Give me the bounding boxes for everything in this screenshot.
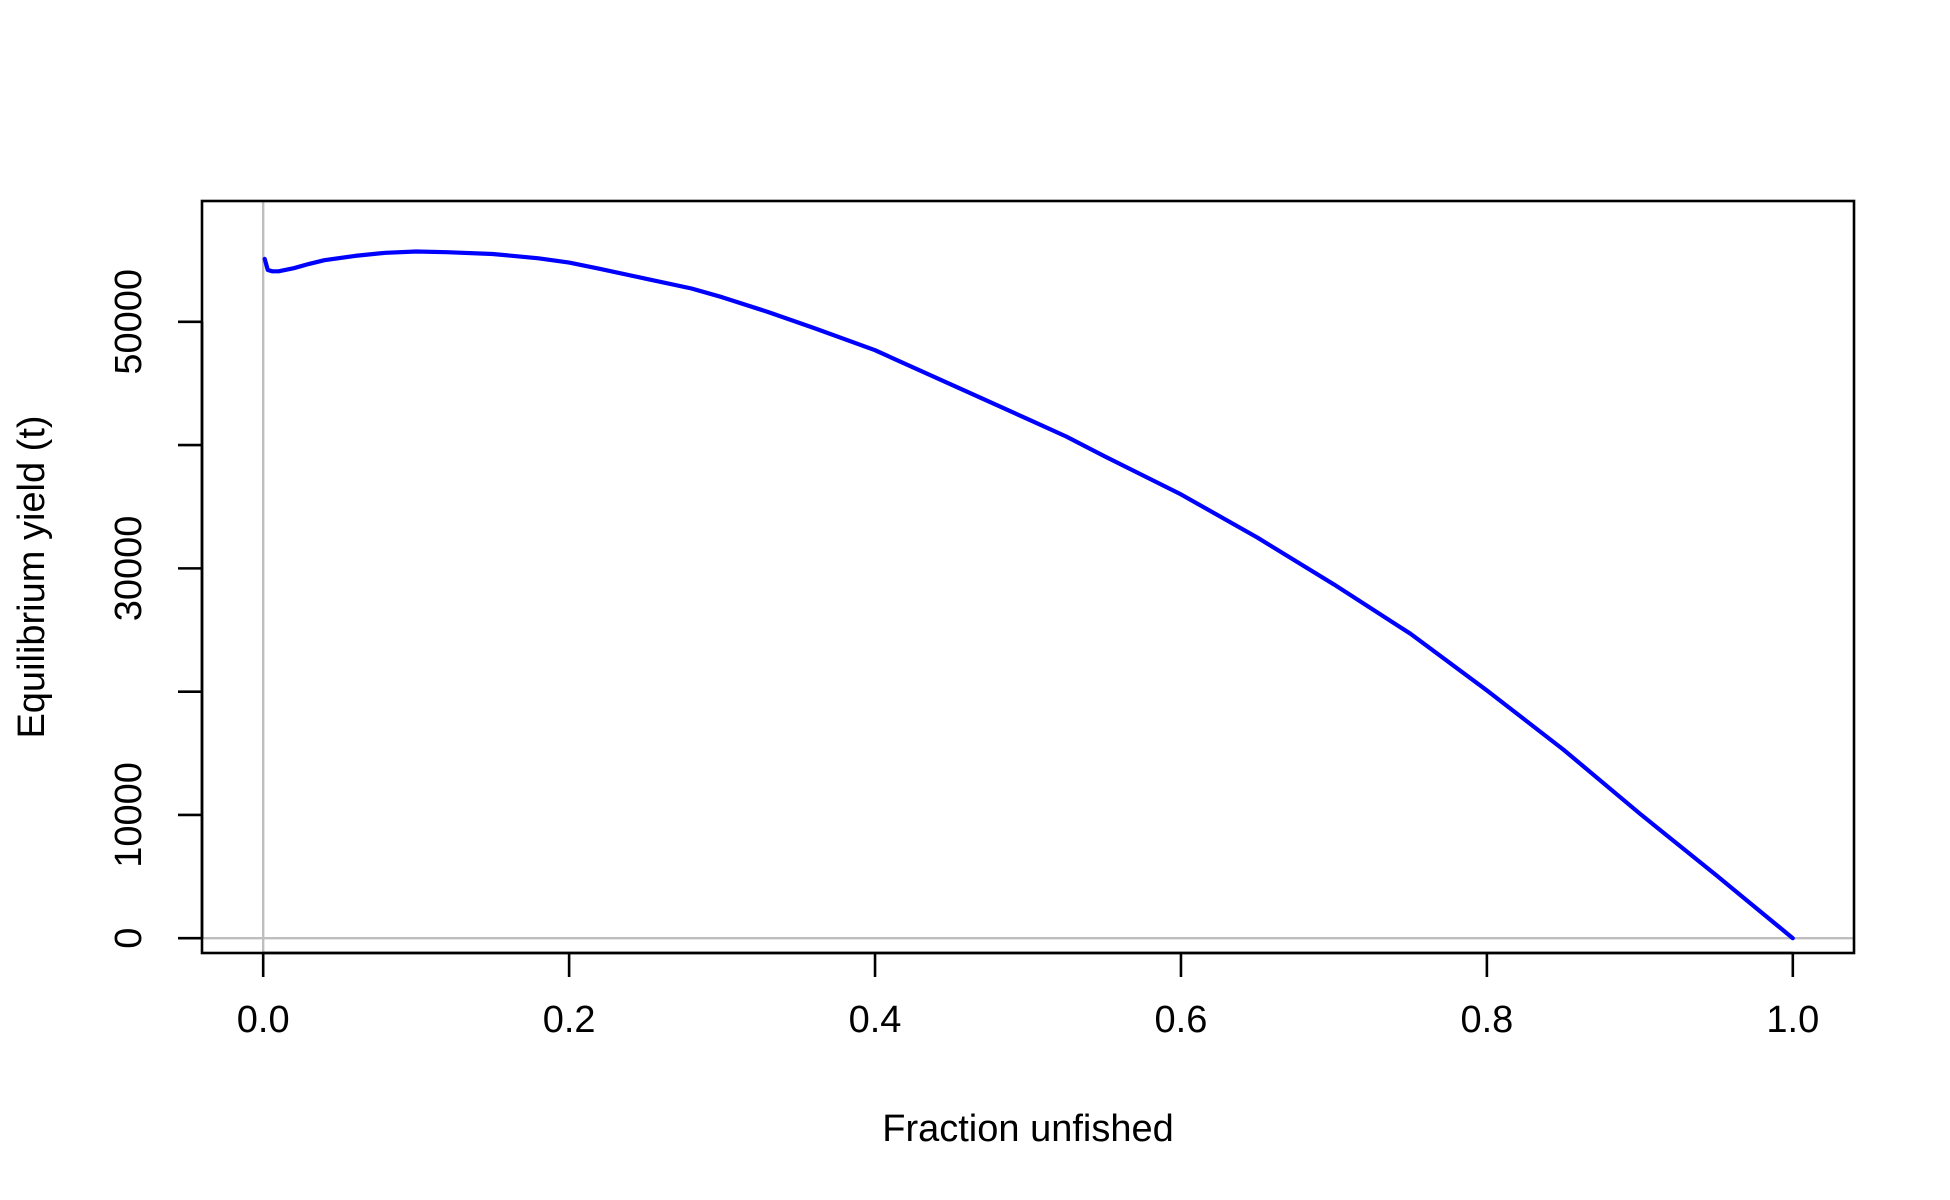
y-tick-label: 50000 bbox=[108, 269, 150, 375]
series-layer bbox=[262, 249, 1795, 941]
y-tick-label: 10000 bbox=[108, 762, 150, 868]
y-tick-label: 30000 bbox=[108, 516, 150, 622]
x-tick-label: 0.4 bbox=[849, 999, 902, 1041]
y-axis-title: Equilibrium yield (t) bbox=[11, 415, 53, 738]
series-line-0 bbox=[262, 249, 1795, 941]
x-tick-label: 1.0 bbox=[1766, 999, 1819, 1041]
plot-frame bbox=[200, 199, 1856, 955]
x-tick-label: 0.0 bbox=[237, 999, 290, 1041]
x-tick-label: 0.6 bbox=[1155, 999, 1208, 1041]
x-tick-label: 0.2 bbox=[543, 999, 596, 1041]
reference-lines bbox=[202, 201, 1854, 953]
axes: 0.0 0.2 0.4 0.6 0.8 1.0 0 10000 30000 50000 bbox=[108, 269, 1819, 1041]
x-axis-title: Fraction unfished bbox=[882, 1108, 1174, 1150]
x-tick-label: 0.8 bbox=[1460, 999, 1513, 1041]
y-tick-label: 0 bbox=[108, 928, 150, 949]
